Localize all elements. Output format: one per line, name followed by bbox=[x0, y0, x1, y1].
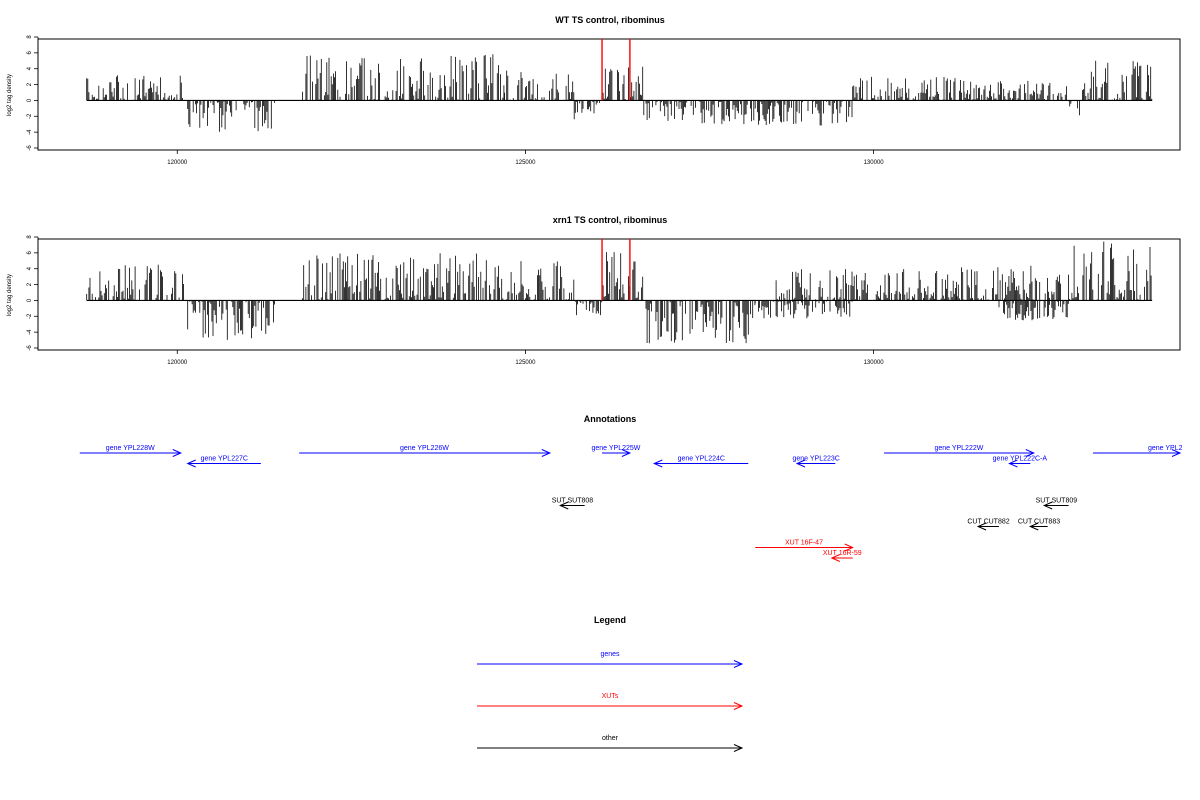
feature-label: gene YPL222C-A bbox=[993, 456, 1048, 463]
annotation-feature: gene YPL222C-A bbox=[993, 456, 1048, 468]
feature-label: gene YPL2 bbox=[1148, 445, 1183, 452]
feature-arrowhead bbox=[976, 522, 987, 531]
feature-arrowhead bbox=[733, 702, 744, 710]
feature-arrowhead bbox=[541, 449, 552, 457]
legend-item: other bbox=[477, 735, 744, 752]
feature-arrowhead bbox=[621, 449, 632, 457]
annotation-feature: gene YPL228W bbox=[79, 445, 182, 457]
feature-arrowhead bbox=[653, 459, 663, 468]
feature-label: SUT SUT808 bbox=[552, 498, 594, 505]
annotation-feature: CUT CUT883 bbox=[1018, 519, 1060, 531]
y-tick-label: 8 bbox=[27, 35, 33, 39]
feature-label: gene YPL226W bbox=[400, 445, 449, 452]
wt-y-axis: -6 -4 -2 0 2 4 6 8 bbox=[27, 35, 39, 151]
legend-label: genes bbox=[600, 651, 620, 658]
feature-arrowhead bbox=[1029, 522, 1039, 531]
annotation-feature: gene YPL225W bbox=[592, 445, 641, 457]
y-tick-label: -4 bbox=[27, 129, 33, 135]
y-tick-label: 4 bbox=[27, 66, 33, 70]
y-tick-label: 2 bbox=[27, 82, 33, 86]
xrn1-track-panel: xrn1 TS control, ribominus log2 tag dens… bbox=[7, 215, 1181, 366]
y-tick-label: -4 bbox=[27, 329, 33, 335]
y-tick-label: 0 bbox=[27, 298, 33, 302]
x-tick-label: 120000 bbox=[167, 360, 188, 366]
feature-label: CUT CUT882 bbox=[967, 519, 1009, 526]
xrn1-track-title: xrn1 TS control, ribominus bbox=[553, 215, 668, 225]
feature-label: XUT 16F-47 bbox=[785, 540, 823, 547]
x-tick-label: 125000 bbox=[515, 160, 536, 166]
annotation-feature: gene YPL226W bbox=[299, 445, 552, 457]
feature-label: CUT CUT883 bbox=[1018, 519, 1060, 526]
annotation-feature: gene YPL224C bbox=[653, 456, 749, 468]
annotation-feature: CUT CUT882 bbox=[967, 519, 1010, 531]
annotations-title: Annotations bbox=[584, 414, 637, 424]
wt-y-axis-label: log2 tag density bbox=[7, 74, 13, 116]
feature-arrowhead bbox=[844, 543, 854, 552]
xrn1-highlight-lines bbox=[601, 239, 631, 301]
wt-track-title: WT TS control, ribominus bbox=[555, 15, 665, 25]
feature-arrowhead bbox=[733, 660, 744, 668]
y-tick-label: 8 bbox=[27, 235, 33, 239]
feature-label: gene YPL222W bbox=[934, 445, 983, 452]
feature-arrowhead bbox=[1025, 449, 1036, 457]
feature-arrowhead bbox=[733, 744, 744, 752]
feature-arrowhead bbox=[559, 501, 569, 510]
feature-label: gene YPL228W bbox=[106, 445, 155, 452]
legend-label: other bbox=[602, 735, 619, 742]
x-tick-label: 120000 bbox=[167, 160, 188, 166]
x-tick-label: 130000 bbox=[864, 360, 885, 366]
y-tick-label: -2 bbox=[27, 113, 33, 119]
legend-panel: Legend genes XUTs other bbox=[477, 615, 744, 752]
feature-arrowhead bbox=[1042, 501, 1053, 510]
legend-title: Legend bbox=[594, 615, 626, 625]
annotation-feature: XUT 16R-59 bbox=[823, 550, 862, 562]
annotation-feature: gene YPL223C bbox=[792, 456, 840, 468]
annotation-feature: SUT SUT809 bbox=[1036, 498, 1078, 510]
feature-arrowhead bbox=[186, 459, 196, 468]
density-bars-path bbox=[86, 54, 1153, 132]
wt-density-bars bbox=[86, 54, 1153, 132]
y-tick-label: 2 bbox=[27, 282, 33, 286]
feature-label: gene YPL223C bbox=[792, 456, 839, 463]
y-tick-label: 4 bbox=[27, 266, 33, 270]
wt-track-panel: WT TS control, ribominus log2 tag densit… bbox=[7, 15, 1181, 166]
annotation-feature: gene YPL2 bbox=[1092, 445, 1183, 457]
density-bars-path bbox=[86, 241, 1152, 344]
y-tick-label: -2 bbox=[27, 313, 33, 319]
y-tick-label: -6 bbox=[27, 145, 33, 151]
feature-label: gene YPL227C bbox=[201, 456, 248, 463]
annotation-feature: XUT 16F-47 bbox=[755, 540, 854, 552]
legend-items: genes XUTs other bbox=[477, 651, 744, 752]
annotation-features: gene YPL228W gene YPL227C gene YPL226W gene… bbox=[79, 445, 1183, 562]
feature-label: gene YPL224C bbox=[678, 456, 725, 463]
feature-arrowhead bbox=[1171, 449, 1182, 457]
legend-label: XUTs bbox=[602, 693, 619, 700]
xrn1-x-axis: 120000 125000 130000 bbox=[167, 350, 884, 366]
xrn1-density-bars bbox=[86, 241, 1153, 344]
legend-item: XUTs bbox=[477, 693, 744, 710]
y-tick-label: 6 bbox=[27, 51, 33, 55]
feature-arrowhead bbox=[795, 459, 806, 468]
annotation-feature: gene YPL227C bbox=[186, 456, 261, 468]
x-tick-label: 125000 bbox=[515, 360, 536, 366]
x-tick-label: 130000 bbox=[864, 160, 885, 166]
y-tick-label: 0 bbox=[27, 98, 33, 102]
feature-arrowhead bbox=[830, 554, 841, 562]
feature-arrowhead bbox=[1008, 459, 1018, 468]
annotation-feature: SUT SUT808 bbox=[552, 498, 594, 510]
wt-highlight-lines bbox=[601, 39, 631, 101]
y-tick-label: -6 bbox=[27, 345, 33, 351]
feature-label: gene YPL225W bbox=[592, 445, 641, 452]
feature-label: SUT SUT809 bbox=[1036, 498, 1078, 505]
xrn1-y-axis: -6 -4 -2 0 2 4 6 8 bbox=[27, 235, 39, 351]
feature-arrowhead bbox=[172, 449, 182, 457]
wt-x-axis: 120000 125000 130000 bbox=[167, 150, 884, 166]
feature-label: XUT 16R-59 bbox=[823, 550, 862, 557]
y-tick-label: 6 bbox=[27, 251, 33, 255]
legend-item: genes bbox=[477, 651, 744, 668]
xrn1-y-axis-label: log2 tag density bbox=[7, 274, 13, 316]
annotation-feature: gene YPL222W bbox=[884, 445, 1036, 457]
